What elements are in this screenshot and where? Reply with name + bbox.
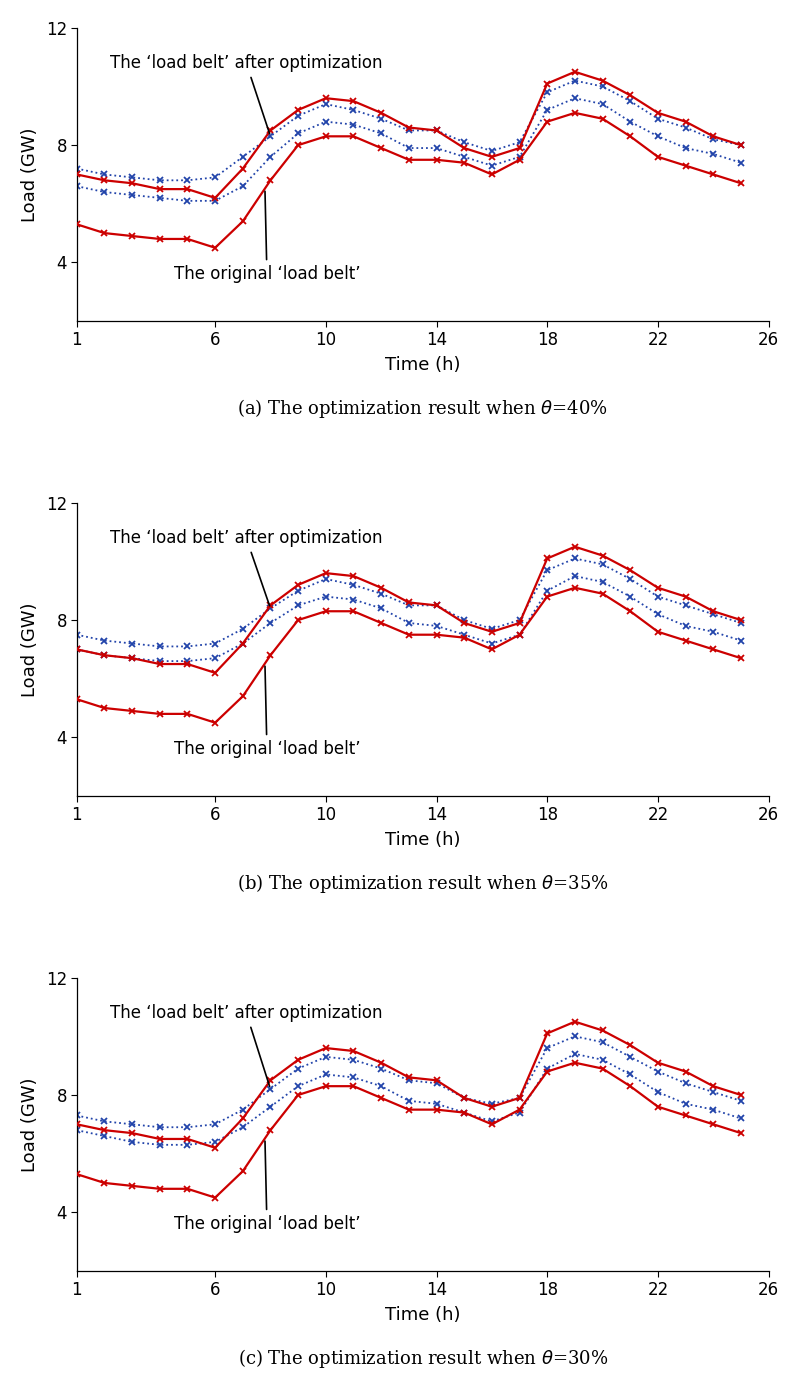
Text: The ‘load belt’ after optimization: The ‘load belt’ after optimization: [110, 54, 382, 134]
Text: The ‘load belt’ after optimization: The ‘load belt’ after optimization: [110, 1004, 382, 1087]
X-axis label: Time (h): Time (h): [385, 1306, 461, 1323]
Text: The original ‘load belt’: The original ‘load belt’: [174, 191, 360, 284]
Text: The original ‘load belt’: The original ‘load belt’: [174, 1141, 360, 1234]
Text: The ‘load belt’ after optimization: The ‘load belt’ after optimization: [110, 529, 382, 606]
X-axis label: Time (h): Time (h): [385, 356, 461, 374]
Y-axis label: Load (GW): Load (GW): [21, 602, 39, 697]
Text: The original ‘load belt’: The original ‘load belt’: [174, 666, 360, 759]
Y-axis label: Load (GW): Load (GW): [21, 1077, 39, 1172]
Text: (c) The optimization result when $\it{θ}$=30%: (c) The optimization result when $\it{θ}…: [238, 1347, 608, 1370]
Text: (a) The optimization result when $\it{θ}$=40%: (a) The optimization result when $\it{θ}…: [238, 397, 608, 420]
Y-axis label: Load (GW): Load (GW): [21, 127, 39, 222]
X-axis label: Time (h): Time (h): [385, 831, 461, 848]
Text: (b) The optimization result when $\it{θ}$=35%: (b) The optimization result when $\it{θ}…: [237, 872, 609, 895]
